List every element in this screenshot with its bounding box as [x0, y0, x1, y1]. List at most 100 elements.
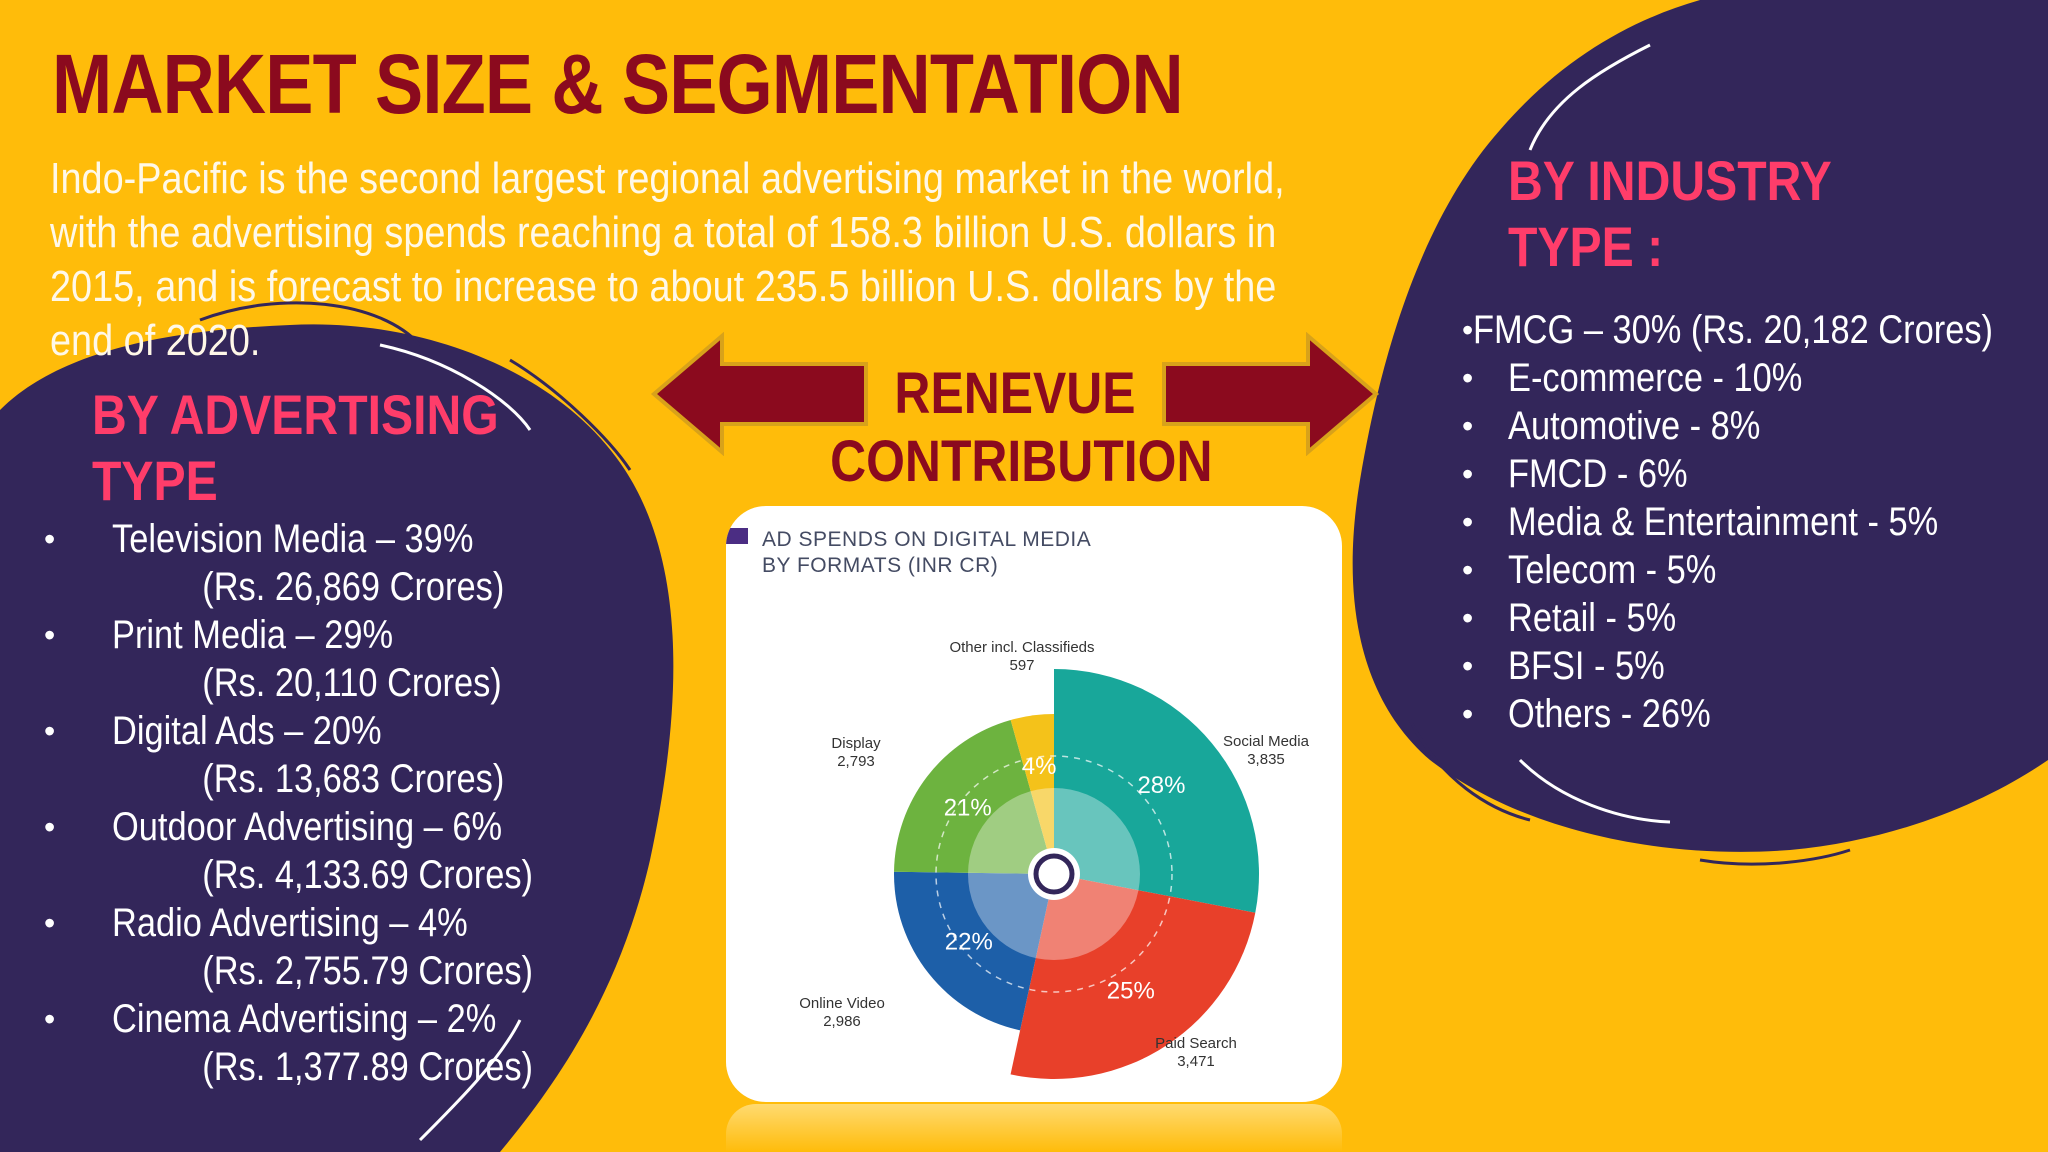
industry-item: • Automotive - 8%	[1462, 402, 2022, 450]
bullet-icon: •	[1462, 311, 1474, 348]
industry-type-heading: BY INDUSTRY TYPE :	[1508, 149, 1831, 278]
center-title-line1: RENEVUE	[894, 361, 1136, 426]
chart-title-line1: AD SPENDS ON DIGITAL MEDIA	[762, 528, 1091, 551]
advertising-item-label: Digital Ads – 20%	[112, 708, 382, 753]
advertising-item-row: • Television Media – 39%	[44, 515, 644, 563]
bullet-icon: •	[1462, 551, 1474, 588]
industry-item: • FMCG – 30% (Rs. 20,182 Crores)	[1462, 306, 2022, 354]
advertising-item-amount: (Rs. 1,377.89 Crores)	[202, 1045, 533, 1089]
industry-item-label: Others - 26%	[1508, 691, 1711, 736]
advertising-type-heading: BY ADVERTISING TYPE	[92, 383, 499, 512]
advertising-item-row: • Digital Ads – 20%	[44, 707, 644, 755]
left-panel-blob	[0, 324, 674, 1152]
advertising-type-list: • Television Media – 39% (Rs. 26,869 Crore…	[44, 515, 644, 1091]
industry-item: • Retail - 5%	[1462, 594, 2022, 642]
chart-title-line2: BY FORMATS (INR CR)	[762, 554, 998, 577]
bullet-icon: •	[1462, 647, 1474, 684]
industry-item-label: BFSI - 5%	[1508, 643, 1665, 688]
slice-value-label: 2,986	[823, 1013, 861, 1030]
intro-paragraph: Indo-Pacific is the second largest regio…	[50, 154, 1285, 365]
slice-percent-label: 28%	[1137, 772, 1185, 799]
industry-item: • Media & Entertainment - 5%	[1462, 498, 2022, 546]
digital-media-chart-card: AD SPENDS ON DIGITAL MEDIA BY FORMATS (I…	[726, 506, 1342, 1102]
industry-type-list: • FMCG – 30% (Rs. 20,182 Crores) • E-commer…	[1462, 306, 2022, 738]
industry-item: • FMCD - 6%	[1462, 450, 2022, 498]
bullet-icon: •	[44, 1000, 56, 1037]
revenue-contribution-title: RENEVUE CONTRIBUTION	[800, 360, 1230, 496]
industry-item-label: Automotive - 8%	[1508, 403, 1761, 448]
industry-item: • E-commerce - 10%	[1462, 354, 2022, 402]
industry-item: • Telecom - 5%	[1462, 546, 2022, 594]
arrow-left-icon	[650, 332, 868, 456]
bullet-icon: •	[1462, 599, 1474, 636]
advertising-item-row: • Radio Advertising – 4%	[44, 899, 644, 947]
decor-curve	[1518, 758, 1671, 824]
bullet-icon: •	[1462, 455, 1474, 492]
slice-percent-label: 21%	[944, 795, 992, 822]
bullet-icon: •	[1462, 503, 1474, 540]
right-panel-blob	[1352, 0, 2048, 852]
slice-value-label: 597	[1009, 657, 1034, 674]
slice-name-label: Paid Search	[1155, 1035, 1237, 1052]
pie-slice	[1010, 714, 1054, 874]
industry-item-label: E-commerce - 10%	[1508, 355, 1803, 400]
slice-percent-label: 25%	[1107, 977, 1155, 1004]
advertising-item-label: Cinema Advertising – 2%	[112, 996, 497, 1041]
slice-percent-label: 4%	[1022, 753, 1057, 780]
advertising-item-amount: (Rs. 2,755.79 Crores)	[202, 949, 533, 993]
pie-slice	[894, 719, 1054, 874]
advertising-item-label: Radio Advertising – 4%	[112, 900, 468, 945]
advertising-item-amount: (Rs. 26,869 Crores)	[202, 565, 505, 609]
decor-curve	[1528, 43, 1651, 151]
advertising-item-amount: (Rs. 4,133.69 Crores)	[202, 853, 533, 897]
advertising-item: • Radio Advertising – 4% (Rs. 2,755.79 Cro…	[44, 899, 644, 995]
bullet-icon: •	[1462, 695, 1474, 732]
advertising-item-row: • Outdoor Advertising – 6%	[44, 803, 644, 851]
advertising-item-label: Television Media – 39%	[112, 516, 474, 561]
decor-curve	[379, 343, 532, 431]
decor-curve	[1699, 848, 1851, 866]
bullet-icon: •	[44, 712, 56, 749]
pie-chart: AD SPENDS ON DIGITAL MEDIA BY FORMATS (I…	[726, 528, 1310, 1079]
decor-curve	[509, 358, 632, 471]
decor-curve	[1408, 719, 1531, 822]
pie-slice	[1054, 669, 1259, 913]
advertising-item-label: Outdoor Advertising – 6%	[112, 804, 503, 849]
industry-item-label: Media & Entertainment - 5%	[1508, 499, 1939, 544]
bullet-icon: •	[1462, 407, 1474, 444]
slice-name-label: Other incl. Classifieds	[949, 639, 1094, 656]
advertising-item-label: Print Media – 29%	[112, 612, 394, 657]
bullet-icon: •	[44, 520, 56, 557]
advertising-item-amount: (Rs. 13,683 Crores)	[202, 757, 505, 801]
pie-slice	[894, 871, 1054, 1031]
slice-name-label: Display	[831, 735, 881, 752]
advertising-item: • Cinema Advertising – 2% (Rs. 1,377.89 Cr…	[44, 995, 644, 1091]
industry-item-label: FMCD - 6%	[1508, 451, 1688, 496]
center-dot-ring	[1033, 853, 1075, 895]
slice-value-label: 3,835	[1247, 751, 1285, 768]
bullet-icon: •	[1462, 359, 1474, 396]
industry-item: • Others - 26%	[1462, 690, 2022, 738]
decor-curve	[418, 1019, 522, 1142]
chart-title-marker	[726, 528, 748, 544]
pie-slice	[1010, 874, 1256, 1079]
industry-item: • BFSI - 5%	[1462, 642, 2022, 690]
slice-name-label: Online Video	[799, 995, 885, 1012]
slice-value-label: 3,471	[1177, 1053, 1215, 1070]
page-title: MARKET SIZE & SEGMENTATION	[52, 37, 1184, 131]
center-title-line2: CONTRIBUTION	[830, 429, 1213, 494]
industry-item-label: Telecom - 5%	[1508, 547, 1717, 592]
advertising-item: • Television Media – 39% (Rs. 26,869 Crore…	[44, 515, 644, 611]
advertising-item: • Outdoor Advertising – 6% (Rs. 4,133.69 C…	[44, 803, 644, 899]
slice-name-label: Social Media	[1223, 733, 1310, 750]
advertising-item: • Print Media – 29% (Rs. 20,110 Crores)	[44, 611, 644, 707]
arrow-right-icon	[1162, 332, 1380, 456]
dashed-ring	[935, 755, 1173, 993]
industry-item-label: Retail - 5%	[1508, 595, 1677, 640]
bullet-icon: •	[44, 616, 56, 653]
slice-value-label: 2,793	[837, 753, 875, 770]
chart-reflection	[726, 1104, 1342, 1152]
bullet-icon: •	[44, 808, 56, 845]
advertising-item-row: • Cinema Advertising – 2%	[44, 995, 644, 1043]
